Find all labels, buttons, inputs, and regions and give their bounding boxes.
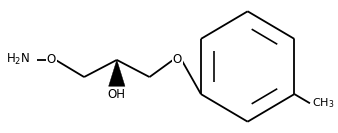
Text: O: O <box>173 53 182 66</box>
Text: H$_2$N: H$_2$N <box>6 52 30 67</box>
Text: CH$_3$: CH$_3$ <box>312 96 334 110</box>
Text: OH: OH <box>108 88 126 101</box>
Polygon shape <box>108 60 125 86</box>
Text: O: O <box>47 53 56 66</box>
